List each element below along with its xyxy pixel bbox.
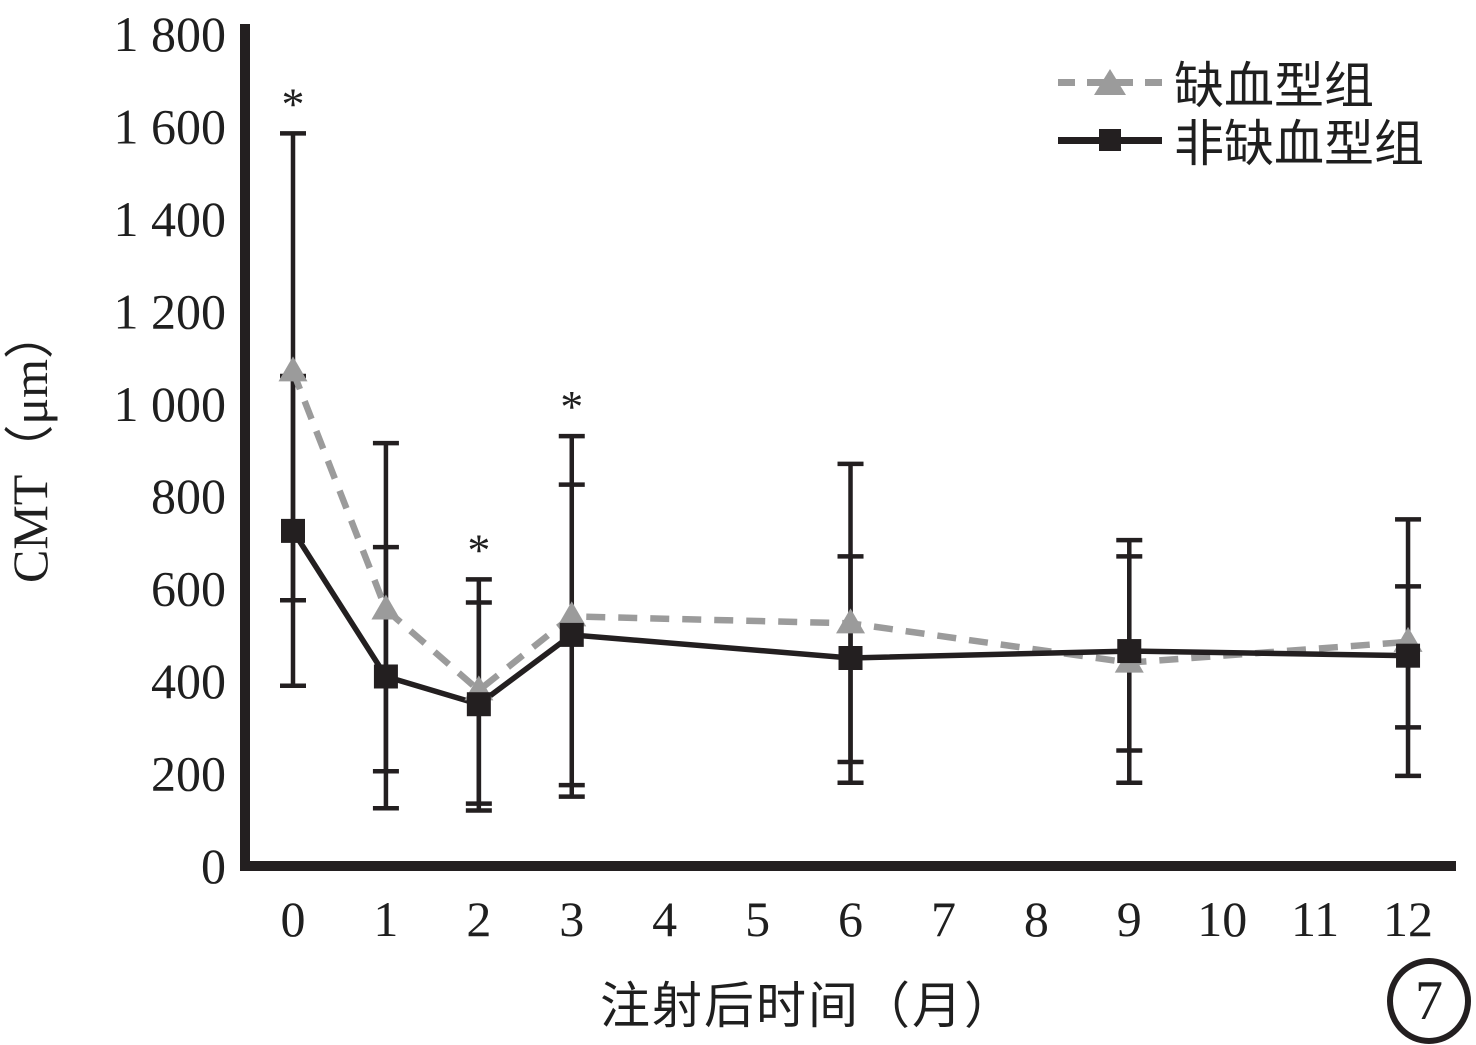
- legend: 缺血型组 非缺血型组: [1058, 53, 1424, 172]
- legend-label-non-ischemic: 非缺血型组: [1174, 116, 1424, 172]
- x-tick-label: 12: [1383, 891, 1433, 947]
- y-tick-label: 1 000: [114, 376, 227, 432]
- y-tick-label: 400: [151, 653, 226, 709]
- marker-triangle: [557, 601, 587, 627]
- legend-item-non-ischemic: 非缺血型组: [1058, 111, 1424, 172]
- x-tick-label: 4: [652, 891, 677, 947]
- y-axis-title: CMT（μm）: [2, 308, 58, 584]
- y-tick-label: 200: [151, 746, 226, 802]
- y-tick-label: 600: [151, 561, 226, 617]
- x-tick-label: 5: [745, 891, 770, 947]
- y-tick-label: 800: [151, 468, 226, 524]
- x-tick-label: 7: [931, 891, 956, 947]
- marker-square: [466, 692, 491, 717]
- x-tick-label: 9: [1117, 891, 1142, 947]
- square-marker-icon: [1099, 129, 1121, 151]
- y-tick-label: 1 200: [114, 283, 227, 339]
- marker-triangle: [836, 608, 866, 634]
- x-tick-label: 8: [1024, 891, 1049, 947]
- x-tick-label: 10: [1197, 891, 1247, 947]
- x-axis-title: 注射后时间（月）: [600, 978, 1016, 1034]
- significance-asterisk: *: [282, 78, 305, 129]
- x-tick-label: 1: [373, 891, 398, 947]
- x-axis-line: [240, 861, 1456, 871]
- x-tick-label: 3: [559, 891, 584, 947]
- y-tick-label: 1 600: [114, 98, 227, 154]
- y-axis-line: [240, 24, 250, 871]
- marker-triangle: [371, 594, 401, 620]
- significance-asterisk: *: [560, 381, 583, 432]
- y-tick-label: 1 400: [114, 191, 227, 247]
- y-tick-label: 1 800: [114, 6, 227, 62]
- x-tick-label: 6: [838, 891, 863, 947]
- x-tick-label: 11: [1291, 891, 1339, 947]
- figure-number: 7: [1415, 970, 1443, 1032]
- legend-swatch-solid: [1058, 111, 1162, 169]
- x-tick-label: 2: [466, 891, 491, 947]
- significance-asterisk: *: [467, 524, 490, 575]
- marker-square: [1117, 639, 1142, 664]
- marker-square: [373, 664, 398, 689]
- marker-square: [281, 518, 305, 543]
- y-tick-label: 0: [201, 838, 226, 894]
- marker-square: [559, 622, 584, 647]
- legend-swatch-dashed: [1058, 53, 1162, 111]
- legend-label-ischemic: 缺血型组: [1174, 58, 1374, 114]
- marker-square: [1396, 643, 1421, 668]
- x-tick-label: 0: [281, 891, 306, 947]
- legend-item-ischemic: 缺血型组: [1058, 53, 1424, 114]
- figure-number-badge: 7: [1387, 958, 1471, 1044]
- marker-square: [838, 646, 863, 671]
- marker-triangle: [278, 356, 308, 382]
